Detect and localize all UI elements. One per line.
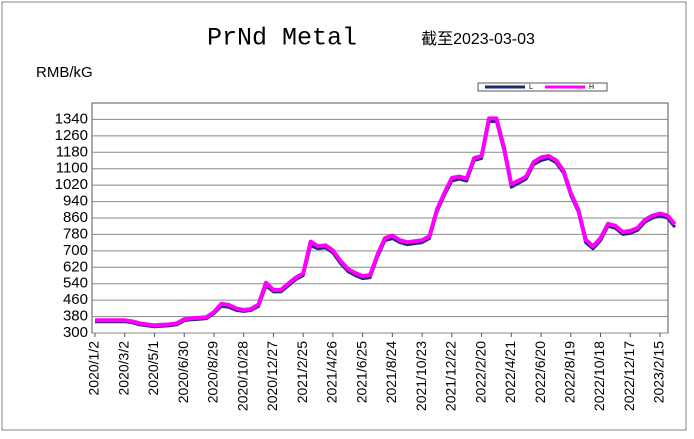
x-tick-label: 2022/2/20 bbox=[472, 341, 488, 403]
x-tick-label: 2020/8/29 bbox=[205, 341, 221, 403]
chart-title: PrNd Metal bbox=[207, 24, 357, 53]
y-tick-label: 1340 bbox=[55, 110, 88, 127]
y-tick-label: 620 bbox=[63, 258, 88, 275]
x-tick-label: 2021/12/22 bbox=[443, 341, 459, 411]
y-tick-label: 540 bbox=[63, 275, 88, 292]
y-tick-label: 860 bbox=[63, 209, 88, 226]
y-tick-label: 1260 bbox=[55, 127, 88, 144]
legend-label: H bbox=[589, 84, 594, 91]
y-tick-label: 1100 bbox=[56, 160, 88, 177]
series-line bbox=[95, 116, 677, 328]
legend bbox=[477, 82, 608, 92]
x-tick-label: 2021/10/23 bbox=[413, 341, 429, 411]
y-tick-label: 460 bbox=[63, 291, 88, 308]
x-tick-label: 2022/10/18 bbox=[591, 341, 607, 411]
y-tick-label: 780 bbox=[63, 225, 88, 242]
y-tick-label: 1180 bbox=[56, 143, 88, 160]
x-tick-label: 2021/6/25 bbox=[353, 341, 369, 403]
x-tick-label: 2021/4/26 bbox=[324, 341, 340, 403]
x-tick-label: 2020/1/2 bbox=[86, 341, 102, 396]
x-tick-label: 2021/2/25 bbox=[294, 341, 310, 403]
x-tick-label: 2020/12/27 bbox=[264, 341, 280, 411]
x-tick-label: 2023/2/15 bbox=[651, 341, 667, 403]
legend-label: L bbox=[529, 84, 533, 91]
x-tick-label: 2022/12/17 bbox=[621, 341, 637, 411]
x-tick-label: 2020/3/2 bbox=[115, 341, 131, 396]
x-tick-label: 2020/5/1 bbox=[145, 341, 161, 396]
x-tick-label: 2022/4/21 bbox=[502, 341, 518, 403]
x-tick-label: 2020/10/28 bbox=[234, 341, 250, 411]
y-axis-label: RMB/kG bbox=[36, 64, 93, 81]
y-tick-label: 380 bbox=[63, 308, 88, 325]
y-tick-label: 1020 bbox=[55, 176, 88, 193]
y-tick-label: 700 bbox=[63, 242, 88, 259]
x-tick-label: 2022/8/19 bbox=[561, 341, 577, 403]
x-tick-label: 2022/6/20 bbox=[532, 341, 548, 403]
y-tick-label: 300 bbox=[63, 324, 88, 341]
x-tick-label: 2021/8/24 bbox=[383, 341, 399, 403]
chart-subtitle: 截至2023-03-03 bbox=[421, 30, 535, 48]
y-tick-label: 940 bbox=[63, 193, 88, 210]
x-tick-label: 2020/6/30 bbox=[175, 341, 191, 403]
